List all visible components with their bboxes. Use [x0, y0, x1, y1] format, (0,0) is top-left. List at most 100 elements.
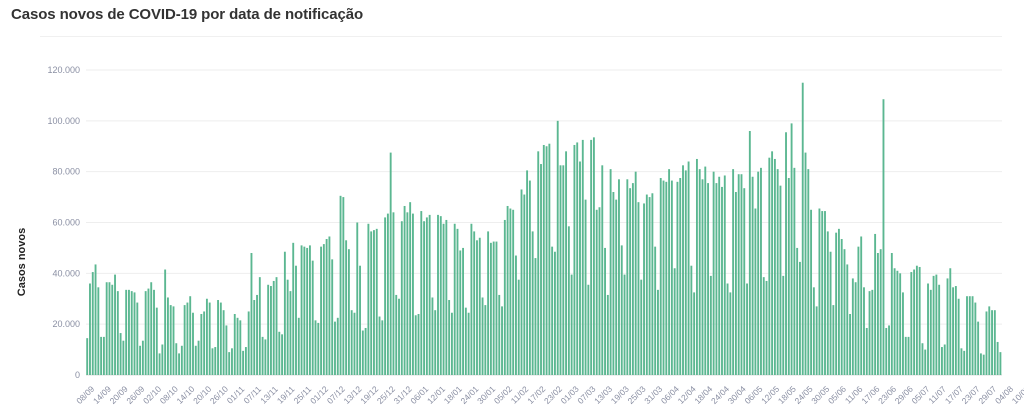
- bar[interactable]: [386, 213, 389, 375]
- bar[interactable]: [353, 312, 356, 375]
- bar[interactable]: [757, 171, 760, 375]
- bar[interactable]: [548, 143, 551, 375]
- bar[interactable]: [904, 336, 907, 376]
- bar[interactable]: [395, 294, 398, 375]
- bar[interactable]: [840, 239, 843, 375]
- bar[interactable]: [367, 223, 370, 375]
- bar[interactable]: [579, 161, 581, 376]
- bar[interactable]: [434, 310, 437, 375]
- bar[interactable]: [846, 264, 849, 375]
- bar[interactable]: [236, 317, 239, 375]
- bar[interactable]: [849, 314, 851, 375]
- bar[interactable]: [921, 343, 924, 375]
- bar[interactable]: [122, 340, 125, 375]
- bar[interactable]: [370, 231, 373, 375]
- bar[interactable]: [929, 289, 932, 375]
- bar[interactable]: [350, 310, 353, 375]
- bar[interactable]: [991, 310, 993, 375]
- bar[interactable]: [915, 265, 918, 375]
- bar[interactable]: [943, 344, 946, 376]
- bar[interactable]: [657, 289, 659, 375]
- bar[interactable]: [879, 249, 882, 375]
- bar[interactable]: [164, 269, 167, 375]
- bar[interactable]: [559, 165, 562, 375]
- bar[interactable]: [484, 305, 487, 375]
- bar[interactable]: [189, 296, 192, 375]
- bar[interactable]: [256, 294, 258, 375]
- bar[interactable]: [242, 350, 245, 375]
- bar[interactable]: [389, 152, 392, 375]
- bar[interactable]: [498, 294, 501, 375]
- bar[interactable]: [537, 151, 540, 375]
- bar[interactable]: [871, 289, 874, 375]
- bar[interactable]: [503, 219, 506, 375]
- bar[interactable]: [278, 331, 281, 375]
- bar[interactable]: [506, 205, 509, 375]
- bar[interactable]: [609, 169, 612, 376]
- bar[interactable]: [517, 279, 520, 375]
- bar[interactable]: [670, 180, 673, 375]
- bar[interactable]: [306, 247, 309, 375]
- bar[interactable]: [453, 223, 456, 375]
- bar[interactable]: [882, 99, 885, 375]
- bar[interactable]: [345, 240, 348, 375]
- bar[interactable]: [520, 189, 523, 375]
- bar[interactable]: [935, 274, 938, 375]
- bar[interactable]: [303, 246, 306, 375]
- bar[interactable]: [648, 197, 651, 375]
- bar[interactable]: [219, 302, 222, 375]
- bar[interactable]: [662, 180, 665, 375]
- bar[interactable]: [417, 314, 420, 375]
- bar[interactable]: [570, 274, 573, 375]
- bar[interactable]: [952, 287, 955, 375]
- bar[interactable]: [531, 231, 534, 375]
- bar[interactable]: [587, 284, 590, 375]
- bar[interactable]: [545, 146, 548, 375]
- bar[interactable]: [754, 208, 757, 375]
- bar[interactable]: [637, 202, 640, 375]
- bar[interactable]: [824, 211, 826, 375]
- bar[interactable]: [957, 298, 960, 375]
- bar[interactable]: [423, 221, 426, 375]
- bar[interactable]: [815, 306, 818, 376]
- bar[interactable]: [320, 246, 322, 375]
- bar[interactable]: [186, 302, 189, 375]
- bar[interactable]: [874, 233, 877, 375]
- bar[interactable]: [317, 322, 320, 375]
- bar[interactable]: [211, 348, 214, 375]
- bar[interactable]: [804, 152, 807, 375]
- bar[interactable]: [565, 151, 568, 375]
- bar[interactable]: [734, 192, 737, 375]
- bar[interactable]: [832, 305, 835, 375]
- bar[interactable]: [634, 171, 637, 375]
- bar[interactable]: [289, 291, 292, 376]
- bar[interactable]: [693, 292, 696, 375]
- bar[interactable]: [492, 241, 495, 375]
- bar[interactable]: [963, 350, 966, 375]
- bar[interactable]: [793, 167, 796, 375]
- bar[interactable]: [476, 240, 478, 375]
- bar[interactable]: [606, 294, 609, 375]
- bar[interactable]: [292, 242, 295, 375]
- bar[interactable]: [966, 296, 968, 375]
- bar[interactable]: [843, 249, 846, 375]
- bar[interactable]: [601, 165, 604, 375]
- bar[interactable]: [941, 347, 943, 375]
- bar[interactable]: [270, 286, 272, 375]
- bar[interactable]: [949, 268, 952, 375]
- bar[interactable]: [718, 176, 721, 375]
- bar[interactable]: [837, 228, 840, 375]
- bar[interactable]: [612, 192, 615, 375]
- bar[interactable]: [217, 300, 219, 375]
- bar[interactable]: [896, 270, 899, 375]
- bar[interactable]: [111, 284, 114, 375]
- bar[interactable]: [400, 221, 403, 375]
- bar[interactable]: [139, 345, 142, 375]
- bar[interactable]: [359, 265, 361, 375]
- bar[interactable]: [743, 188, 746, 375]
- bar[interactable]: [384, 217, 387, 375]
- bar[interactable]: [409, 202, 412, 375]
- bar[interactable]: [927, 283, 929, 376]
- bar[interactable]: [311, 260, 314, 376]
- bar[interactable]: [773, 158, 776, 375]
